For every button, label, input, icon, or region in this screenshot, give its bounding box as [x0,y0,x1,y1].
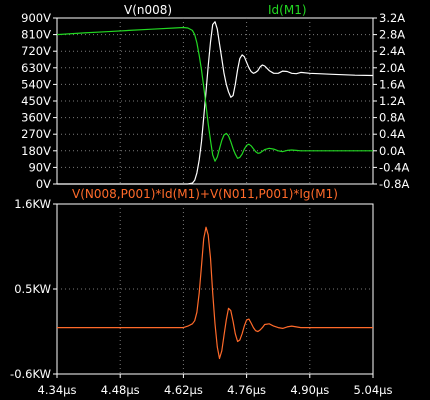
bottom-grid [57,204,373,374]
top-right-tick-label: 0.8A [379,111,405,125]
top-left-tick-label: 630V [21,61,51,75]
x-tick-label: 4.90µs [290,383,329,397]
series-line-vn008 [57,21,374,185]
x-tick-labels: 4.34µs 4.48µs 4.62µs 4.76µs 4.90µs 5.04µs [38,374,393,397]
top-right-tick-label: 2.8A [379,28,405,42]
bottom-title-power: V(N008,P001)*Id(M1)+V(N011,P001)*Ig(M1) [72,187,338,201]
top-left-tick-label: 810V [21,28,51,42]
x-tick-label: 4.34µs [38,383,77,397]
series-line-power [57,226,373,360]
top-right-tick-label: 2.0A [379,61,405,75]
top-right-tick-label: -0.8A [379,177,409,191]
x-tick-label: 4.62µs [164,383,203,397]
x-tick-label: 4.48µs [101,383,140,397]
x-tick-label: 5.04µs [354,383,393,397]
top-left-tick-label: 0V [36,177,51,191]
bottom-y-tick-label: 0.5KW [14,282,51,296]
top-tick-labels: 0V -0.8A 90V -0.4A 180V 0.0A 270V 0.4A 360V 0.8A 4… [21,11,409,191]
top-left-tick-label: 720V [21,44,51,58]
top-title-vn008: V(n008) [124,3,172,17]
top-left-tick-label: 450V [21,94,51,108]
top-right-tick-label: 2.4A [379,44,405,58]
top-left-tick-label: 360V [21,111,51,125]
bottom-y-tick-label: -0.6KW [10,367,51,381]
bottom-tick-labels: 1.6KW 0.5KW -0.6KW [10,197,57,381]
x-tick-label: 4.76µs [227,383,266,397]
top-right-tick-label: 0.0A [379,144,405,158]
top-right-tick-label: 1.2A [379,94,405,108]
top-grid [57,18,373,184]
top-series [56,21,374,185]
series-line-idm1 [56,26,373,162]
top-title-idm1: Id(M1) [268,3,307,17]
top-right-tick-label: 3.2A [379,11,405,25]
top-right-tick-label: 0.4A [379,127,405,141]
top-left-tick-label: 900V [21,11,51,25]
bottom-series [57,226,373,360]
top-left-tick-label: 180V [21,144,51,158]
top-right-tick-label: 1.6A [379,77,405,91]
bottom-y-tick-label: 1.6KW [14,197,51,211]
top-left-tick-label: 270V [21,127,51,141]
top-left-tick-label: 540V [21,77,51,91]
top-left-tick-label: 90V [28,160,51,174]
top-right-tick-label: -0.4A [379,160,409,174]
